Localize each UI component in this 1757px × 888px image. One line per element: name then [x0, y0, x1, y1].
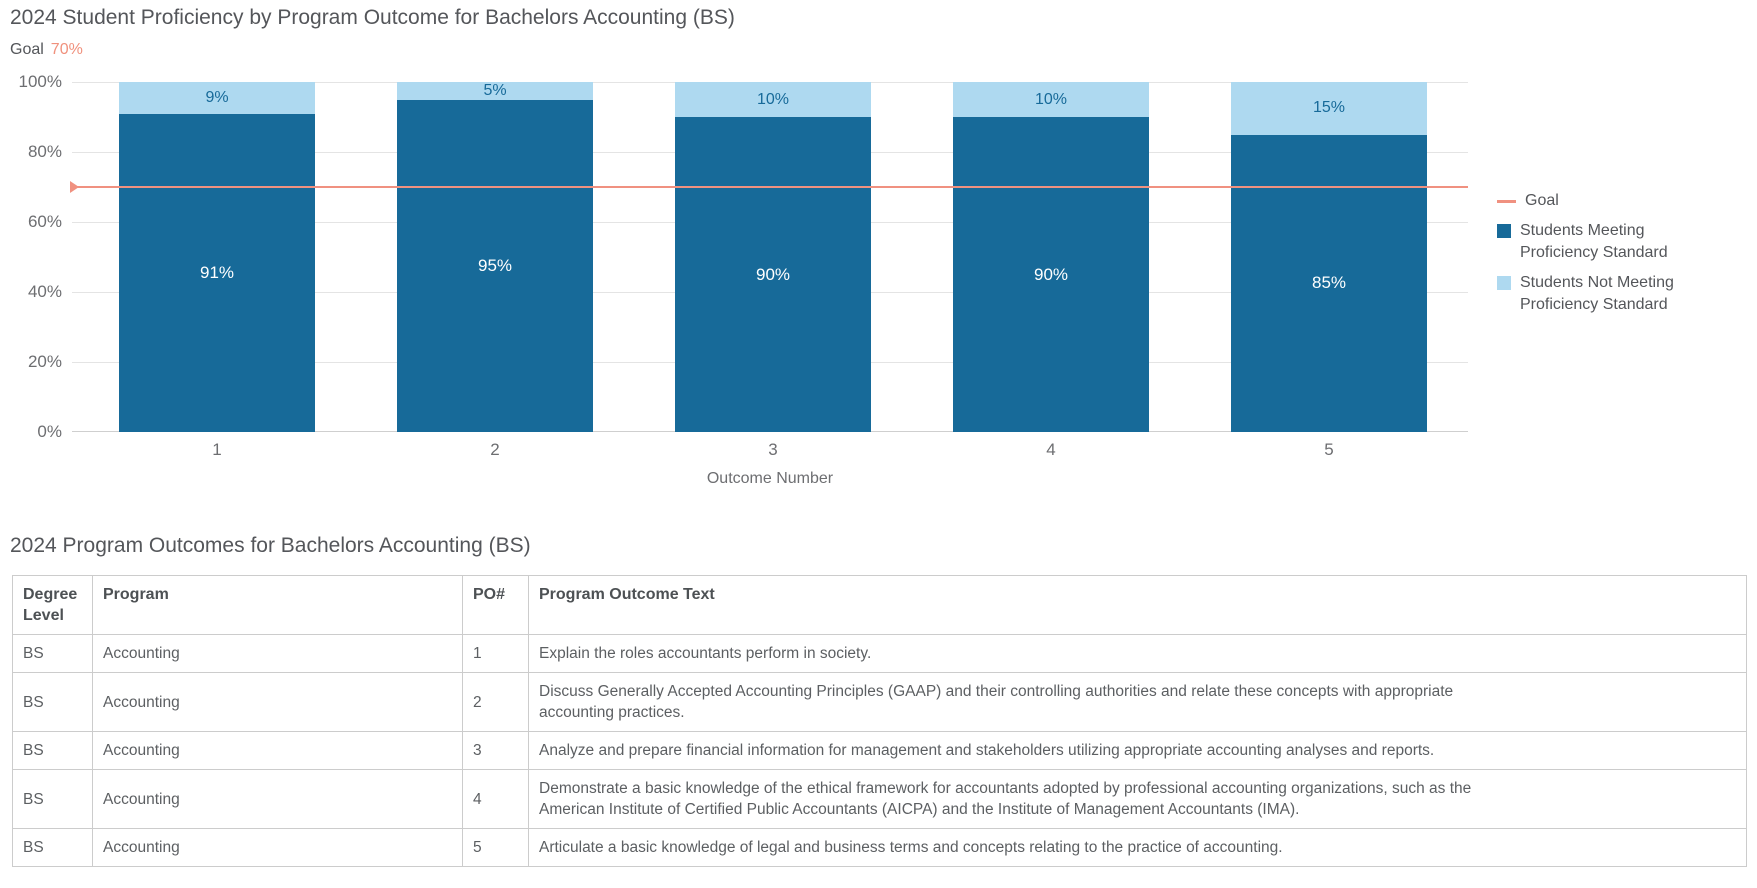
bar-segment-not-meeting[interactable]: 10% [953, 82, 1149, 117]
cell-degree-level: BS [12, 672, 93, 732]
bar-label-not-meeting: 10% [756, 90, 790, 108]
plot-area: 9% 91% 5% 95% 10% [70, 82, 1468, 432]
x-axis-ticks: 1 2 3 4 5 [78, 440, 1468, 460]
legend-label: Students Meeting Proficiency Standard [1520, 222, 1668, 261]
cell-po-number: 3 [462, 731, 529, 770]
goal-marker-icon [70, 180, 79, 193]
y-tick-60: 60% [27, 212, 62, 231]
chart-legend: Goal Students Meeting Proficiency Standa… [1497, 190, 1707, 324]
table-row: BS Accounting 2 Discuss Generally Accept… [12, 672, 1747, 732]
table-title: 2024 Program Outcomes for Bachelors Acco… [10, 534, 531, 557]
y-tick-100: 100% [18, 72, 62, 91]
program-outcomes-table: Degree Level Program PO# Program Outcome… [12, 575, 1747, 867]
x-tick: 2 [490, 440, 500, 459]
y-tick-40: 40% [27, 282, 62, 301]
column-header-degree-level: Degree Level [12, 575, 93, 635]
goal-indicator: Goal 70% [10, 41, 83, 59]
table-row: BS Accounting 4 Demonstrate a basic know… [12, 769, 1747, 829]
bars-row: 9% 91% 5% 95% 10% [78, 82, 1468, 432]
outcome-text: Analyze and prepare financial informatio… [539, 742, 1435, 759]
x-tick: 4 [1046, 440, 1056, 459]
x-axis-title: Outcome Number [706, 470, 834, 487]
outcome-text: Explain the roles accountants perform in… [539, 645, 872, 662]
cell-outcome-text: Analyze and prepare financial informatio… [528, 731, 1747, 770]
bar-label-meeting: 90% [755, 264, 791, 284]
bar-label-not-meeting: 5% [483, 81, 507, 99]
y-tick-0: 0% [37, 422, 62, 441]
chart-title: 2024 Student Proficiency by Program Outc… [10, 6, 735, 29]
bar-label-meeting: 85% [1311, 273, 1347, 293]
cell-program: Accounting [92, 634, 463, 673]
column-header-outcome-text: Program Outcome Text [528, 575, 1747, 635]
bar-segment-meeting[interactable]: 85% [1231, 134, 1427, 432]
cell-outcome-text: Demonstrate a basic knowledge of the eth… [528, 769, 1747, 829]
bar-segment-meeting[interactable]: 95% [397, 99, 593, 432]
bar-group-1: 9% 91% [78, 82, 356, 432]
bar-group-3: 10% 90% [634, 82, 912, 432]
bar-segment-meeting[interactable]: 90% [953, 117, 1149, 432]
cell-program: Accounting [92, 731, 463, 770]
bar-segment-not-meeting[interactable]: 5% [397, 82, 593, 100]
column-header-program: Program [92, 575, 463, 635]
cell-program: Accounting [92, 672, 463, 732]
bar-group-5: 15% 85% [1190, 82, 1468, 432]
bar-label-meeting: 95% [477, 255, 513, 275]
x-tick: 3 [768, 440, 778, 459]
x-tick: 5 [1324, 440, 1334, 459]
legend-label: Students Not Meeting Proficiency Standar… [1520, 274, 1674, 313]
cell-degree-level: BS [12, 828, 93, 867]
cell-program: Accounting [92, 828, 463, 867]
bar-segment-meeting[interactable]: 90% [675, 117, 871, 432]
table-row: BS Accounting 1 Explain the roles accoun… [12, 634, 1747, 673]
y-tick-20: 20% [27, 352, 62, 371]
bar-label-meeting: 91% [199, 262, 235, 282]
bar-group-4: 10% 90% [912, 82, 1190, 432]
outcome-text: Articulate a basic knowledge of legal an… [539, 839, 1283, 856]
bar-segment-not-meeting[interactable]: 10% [675, 82, 871, 117]
bar-label-meeting: 90% [1033, 264, 1069, 284]
legend-item-meeting[interactable]: Students Meeting Proficiency Standard [1497, 220, 1707, 264]
cell-outcome-text: Discuss Generally Accepted Accounting Pr… [528, 672, 1747, 732]
meeting-swatch-icon [1497, 224, 1511, 238]
bar: 10% 90% [675, 82, 871, 432]
goal-line [70, 180, 1468, 193]
not-meeting-swatch-icon [1497, 276, 1511, 290]
cell-degree-level: BS [12, 769, 93, 829]
x-tick: 1 [212, 440, 222, 459]
cell-program: Accounting [92, 769, 463, 829]
cell-po-number: 1 [462, 634, 529, 673]
bar: 5% 95% [397, 82, 593, 432]
bar-group-2: 5% 95% [356, 82, 634, 432]
legend-item-goal[interactable]: Goal [1497, 190, 1707, 212]
goal-label: Goal [10, 41, 44, 58]
bar-label-not-meeting: 15% [1312, 99, 1346, 117]
goal-line-swatch-icon [1497, 200, 1516, 203]
cell-degree-level: BS [12, 634, 93, 673]
bar-segment-meeting[interactable]: 91% [119, 113, 315, 432]
bar: 9% 91% [119, 82, 315, 432]
cell-po-number: 4 [462, 769, 529, 829]
table-row: BS Accounting 5 Articulate a basic knowl… [12, 828, 1747, 867]
bar-label-not-meeting: 9% [205, 88, 229, 106]
cell-outcome-text: Articulate a basic knowledge of legal an… [528, 828, 1747, 867]
outcome-text: Discuss Generally Accepted Accounting Pr… [539, 683, 1454, 721]
bar-label-not-meeting: 10% [1034, 90, 1068, 108]
bar: 10% 90% [953, 82, 1149, 432]
y-axis: 100% 80% 60% 40% 20% 0% [0, 72, 62, 441]
column-header-po: PO# [462, 575, 529, 635]
legend-label: Goal [1525, 192, 1559, 209]
table-row: BS Accounting 3 Analyze and prepare fina… [12, 731, 1747, 770]
outcome-text: Demonstrate a basic knowledge of the eth… [539, 780, 1472, 818]
bar-segment-not-meeting[interactable]: 9% [119, 82, 315, 114]
cell-po-number: 2 [462, 672, 529, 732]
table-header-row: Degree Level Program PO# Program Outcome… [12, 575, 1747, 635]
cell-outcome-text: Explain the roles accountants perform in… [528, 634, 1747, 673]
legend-item-not-meeting[interactable]: Students Not Meeting Proficiency Standar… [1497, 272, 1707, 316]
bar-segment-not-meeting[interactable]: 15% [1231, 82, 1427, 135]
goal-value: 70% [50, 41, 83, 58]
cell-degree-level: BS [12, 731, 93, 770]
cell-po-number: 5 [462, 828, 529, 867]
bar: 15% 85% [1231, 82, 1427, 432]
y-tick-80: 80% [27, 142, 62, 161]
